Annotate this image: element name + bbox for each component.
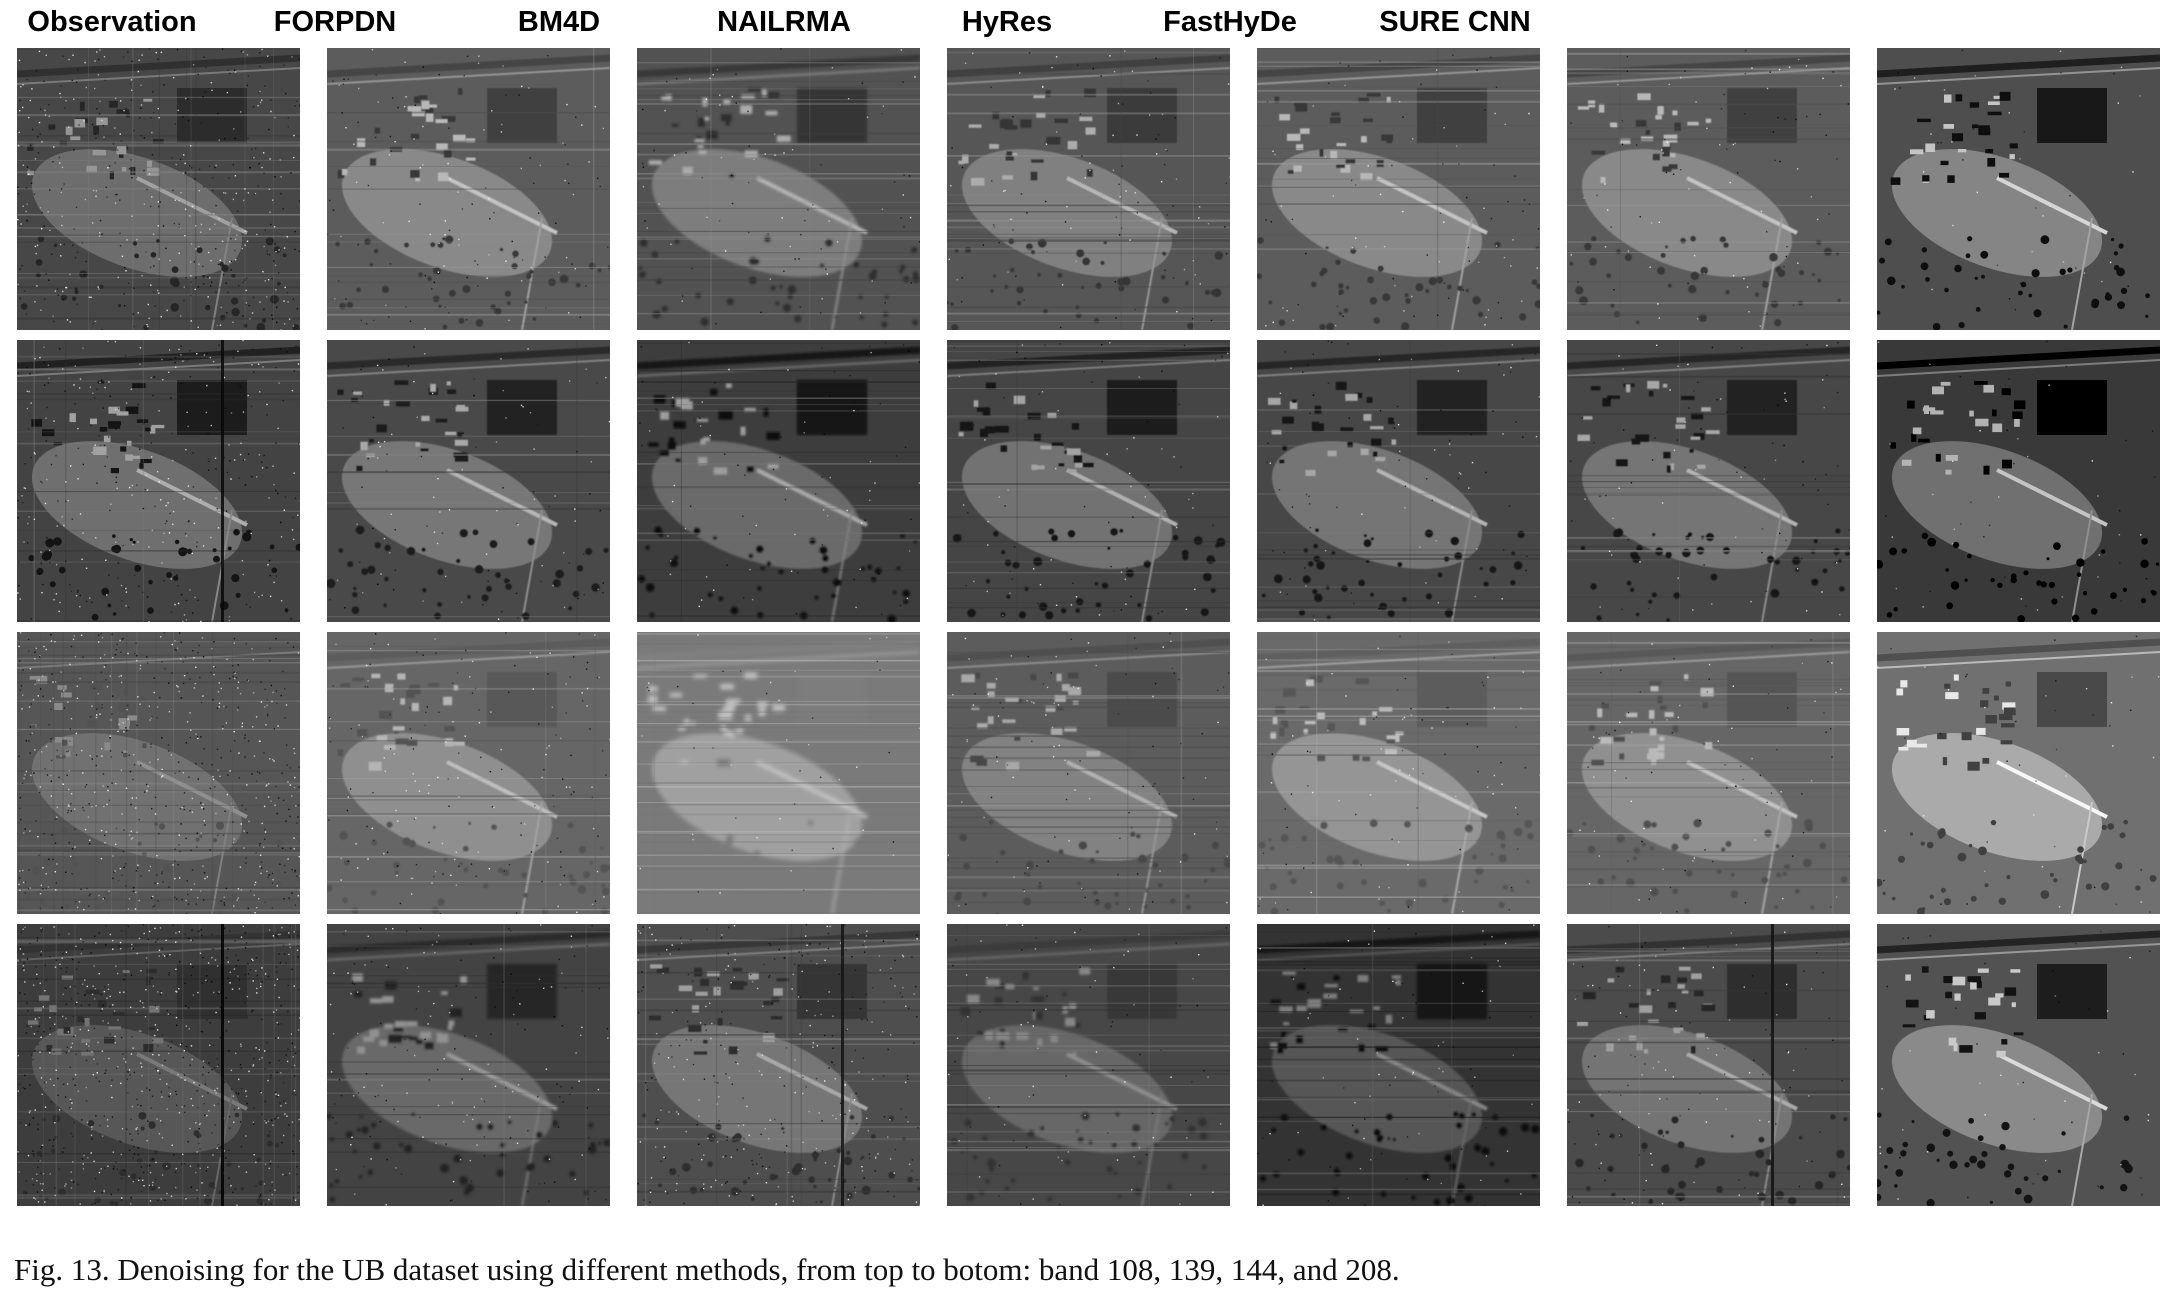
column-header-forpdn: FORPDN bbox=[273, 6, 397, 38]
tile-row3-observation bbox=[17, 632, 300, 914]
tile-row4-hyres bbox=[1257, 924, 1540, 1206]
tile-row4-nailrma bbox=[947, 924, 1230, 1206]
figure-caption: Fig. 13. Denoising for the UB dataset us… bbox=[14, 1252, 1400, 1287]
tile-row2-nailrma bbox=[947, 340, 1230, 622]
tile-row2-sure-cnn bbox=[1877, 340, 2160, 622]
column-header-bm4d: BM4D bbox=[517, 6, 601, 38]
column-headers: Observation FORPDN BM4D NAILRMA HyRes Fa… bbox=[0, 0, 2173, 44]
tile-row3-forpdn bbox=[327, 632, 610, 914]
tile-row1-bm4d bbox=[637, 48, 920, 330]
tile-row3-nailrma bbox=[947, 632, 1230, 914]
tile-row1-observation bbox=[17, 48, 300, 330]
column-header-nailrma: NAILRMA bbox=[717, 6, 851, 38]
tile-row2-hyres bbox=[1257, 340, 1540, 622]
column-header-hyres: HyRes bbox=[961, 6, 1053, 38]
column-header-fasthyde: FastHyDe bbox=[1163, 6, 1297, 38]
tile-row2-bm4d bbox=[637, 340, 920, 622]
tile-row4-fasthyde bbox=[1567, 924, 1850, 1206]
tile-row3-fasthyde bbox=[1567, 632, 1850, 914]
tile-row1-nailrma bbox=[947, 48, 1230, 330]
column-header-sure-cnn: SURE CNN bbox=[1379, 6, 1531, 38]
tile-row2-observation bbox=[17, 340, 300, 622]
tile-row1-forpdn bbox=[327, 48, 610, 330]
tile-row1-fasthyde bbox=[1567, 48, 1850, 330]
tile-row4-forpdn bbox=[327, 924, 610, 1206]
column-header-observation: Observation bbox=[27, 6, 197, 38]
tile-row4-bm4d bbox=[637, 924, 920, 1206]
tile-row2-forpdn bbox=[327, 340, 610, 622]
tile-row4-sure-cnn bbox=[1877, 924, 2160, 1206]
tile-row4-observation bbox=[17, 924, 300, 1206]
tile-row3-bm4d bbox=[637, 632, 920, 914]
tile-row1-sure-cnn bbox=[1877, 48, 2160, 330]
tile-row2-fasthyde bbox=[1567, 340, 1850, 622]
tile-row3-sure-cnn bbox=[1877, 632, 2160, 914]
tile-row3-hyres bbox=[1257, 632, 1540, 914]
tile-row1-hyres bbox=[1257, 48, 1540, 330]
